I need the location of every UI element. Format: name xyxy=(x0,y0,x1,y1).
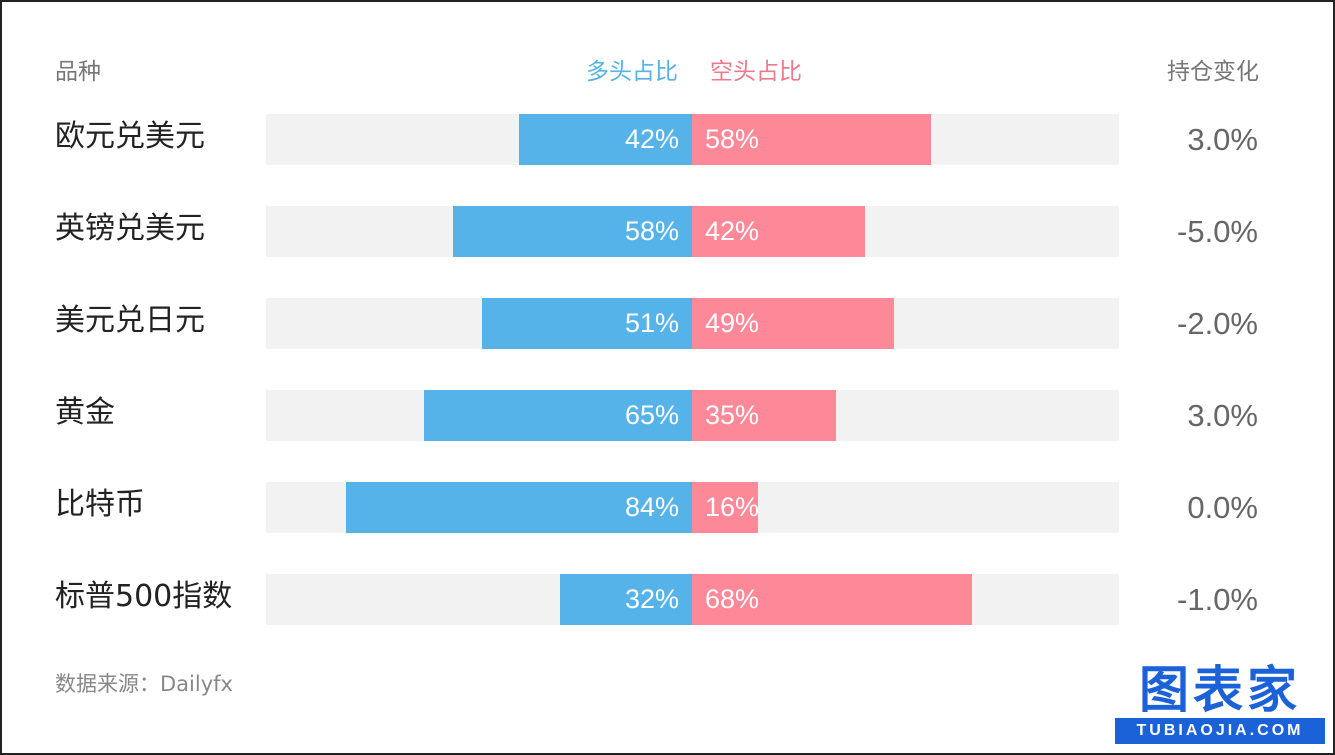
bar-long xyxy=(481,298,692,349)
long-pct-label: 42% xyxy=(624,124,679,154)
change-value: 3.0% xyxy=(1187,122,1258,157)
source-note: 数据来源：Dailyfx xyxy=(55,672,233,696)
short-pct-label: 68% xyxy=(705,584,760,614)
bar-short xyxy=(692,390,837,441)
long-pct-label: 65% xyxy=(624,400,679,430)
category-label: 英镑兑美元 xyxy=(55,211,205,246)
header-change: 持仓变化 xyxy=(1167,59,1259,85)
logo-sub: TUBIAOJIA.COM xyxy=(1115,718,1325,744)
bar-short xyxy=(692,574,973,625)
change-value: 0.0% xyxy=(1187,490,1258,525)
bar-short xyxy=(692,114,931,165)
bar-long xyxy=(518,114,692,165)
header-name: 品种 xyxy=(55,59,101,85)
bar-short xyxy=(692,482,758,533)
short-pct-label: 35% xyxy=(705,400,760,430)
category-label: 黄金 xyxy=(55,395,115,430)
long-pct-label: 32% xyxy=(624,584,679,614)
category-label: 欧元兑美元 xyxy=(55,119,205,154)
logo-text: 图表家 xyxy=(1139,661,1301,719)
bar-short xyxy=(692,206,866,257)
change-value: -1.0% xyxy=(1177,582,1258,617)
bar-long xyxy=(424,390,692,441)
bar-long xyxy=(345,482,692,533)
header-short: 空头占比 xyxy=(710,59,802,85)
long-pct-label: 51% xyxy=(624,308,679,338)
long-pct-label: 84% xyxy=(624,492,679,522)
bar-short xyxy=(692,298,894,349)
short-pct-label: 16% xyxy=(705,492,760,522)
long-pct-label: 58% xyxy=(624,216,679,246)
change-value: -5.0% xyxy=(1177,214,1258,249)
short-pct-label: 58% xyxy=(705,124,760,154)
logo: 图表家 TUBIAOJIA.COM xyxy=(1115,662,1325,746)
category-label: 标普500指数 xyxy=(55,579,233,614)
short-pct-label: 42% xyxy=(705,216,760,246)
short-pct-label: 49% xyxy=(705,308,760,338)
category-label: 美元兑日元 xyxy=(55,303,205,338)
bar-long xyxy=(560,574,692,625)
header-long: 多头占比 xyxy=(586,59,678,85)
change-value: -2.0% xyxy=(1177,306,1258,341)
category-label: 比特币 xyxy=(55,487,145,522)
change-value: 3.0% xyxy=(1187,398,1258,433)
bar-long xyxy=(453,206,692,257)
